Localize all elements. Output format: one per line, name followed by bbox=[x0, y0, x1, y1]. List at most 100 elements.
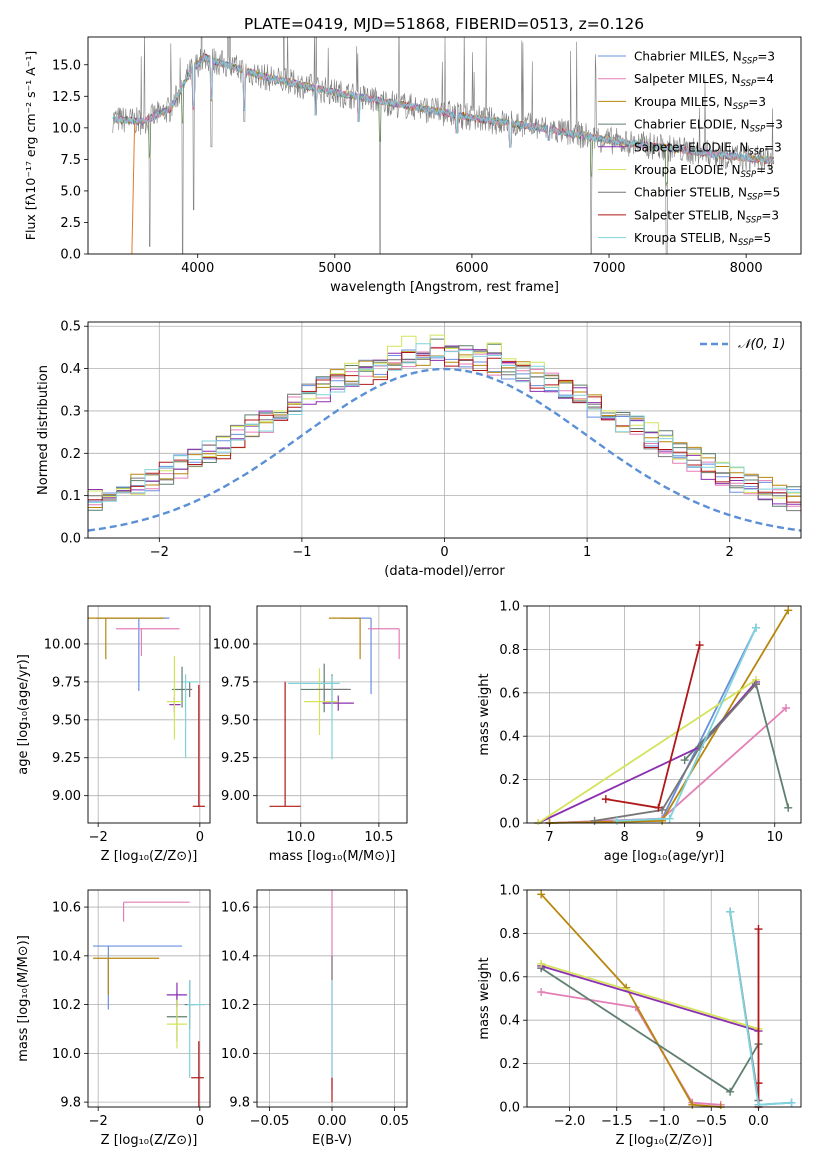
legend-entry: Salpeter MILES, NSSP=4 bbox=[634, 72, 774, 89]
x-tick-label: −0.5 bbox=[695, 1114, 727, 1129]
age_vs_Z-panel: −2 0 9.00 9.25 9.50 9.75 10.00 Z [log₁₀(Z/Z⊙)] a… bbox=[16, 605, 211, 864]
legend-entry: Chabrier MILES, NSSP=3 bbox=[634, 50, 775, 67]
y-tick-label: 10.0 bbox=[52, 1047, 81, 1062]
y-tick-label: 0.0 bbox=[499, 1101, 520, 1116]
axes-frame bbox=[87, 36, 802, 255]
y-axis-label: Normed distribution bbox=[36, 365, 51, 495]
y-tick-label: 0.0 bbox=[60, 532, 81, 547]
weight-series bbox=[594, 683, 757, 822]
y-tick-label: 0.3 bbox=[60, 404, 81, 419]
weight-series bbox=[617, 627, 757, 822]
weight-marker bbox=[754, 925, 763, 934]
y-tick-label: 9.25 bbox=[221, 751, 250, 766]
x-tick-label: 0.00 bbox=[318, 1114, 347, 1129]
y-tick-label: 0.4 bbox=[60, 362, 81, 377]
legend-entry: Chabrier ELODIE, NSSP=3 bbox=[634, 118, 783, 135]
weight-marker bbox=[601, 795, 610, 804]
x-tick-label: 7 bbox=[545, 830, 553, 845]
y-tick-label: 10.2 bbox=[221, 998, 250, 1013]
mass_vs_ebv-panel: −0.05 0.00 0.05 9.8 10.0 10.2 10.4 10.6 E(B-V) bbox=[221, 889, 409, 1148]
x-tick-label: 5000 bbox=[318, 261, 351, 276]
residuals-panel: −2 −1 0 1 2 0.0 0.1 0.2 0.3 0.4 0.5 (data-model)/er… bbox=[36, 320, 802, 579]
weight-marker bbox=[537, 890, 546, 899]
weight-marker bbox=[537, 959, 546, 968]
x-tick-label: 10.0 bbox=[286, 830, 315, 845]
weight-marker bbox=[680, 756, 689, 765]
y-axis-label: age [log₁₀(age/yr)] bbox=[16, 654, 31, 775]
y-tick-label: 0.0 bbox=[499, 817, 520, 832]
y-tick-label: 9.75 bbox=[221, 675, 250, 690]
y-axis-label: mass [log₁₀(M/M⊙)] bbox=[16, 935, 31, 1062]
legend-entry: Kroupa STELIB, NSSP=5 bbox=[634, 231, 771, 248]
y-axis-label: mass weight bbox=[477, 673, 492, 755]
x-tick-label: 0 bbox=[196, 1114, 204, 1129]
x-tick-label: 7000 bbox=[592, 261, 625, 276]
y-tick-label: 0.2 bbox=[499, 773, 520, 788]
error-bars bbox=[93, 901, 205, 1107]
y-tick-label: 9.00 bbox=[221, 789, 250, 804]
axes-frame bbox=[87, 889, 211, 1108]
y-tick-label: 0.0 bbox=[60, 248, 81, 263]
mass_vs_Z-panel: −2 0 9.8 10.0 10.2 10.4 10.6 Z [log₁₀(Z/Z⊙)] mas… bbox=[16, 889, 211, 1148]
y-tick-label: 10.6 bbox=[52, 901, 81, 916]
x-tick-label: 8 bbox=[620, 830, 628, 845]
weight-marker bbox=[751, 680, 760, 689]
x-tick-label: 0 bbox=[440, 545, 448, 560]
y-axis-label: Flux [fλ10⁻¹⁷ erg cm⁻² s⁻¹ A⁻¹] bbox=[23, 51, 38, 240]
histograms bbox=[88, 334, 801, 532]
weight-marker bbox=[784, 803, 793, 812]
weight-series bbox=[540, 893, 721, 1108]
spectrum-lines bbox=[112, 37, 774, 254]
x-tick-label: 0 bbox=[196, 830, 204, 845]
weight-marker bbox=[688, 1100, 697, 1109]
weight-lines bbox=[534, 606, 793, 825]
y-tick-label: 0.4 bbox=[499, 1014, 520, 1029]
x-tick-label: −2 bbox=[89, 1114, 108, 1129]
legend-entry: Chabrier STELIB, NSSP=5 bbox=[634, 186, 780, 203]
y-tick-label: 5.0 bbox=[60, 184, 81, 199]
weight-marker bbox=[665, 814, 674, 823]
weight-series bbox=[537, 679, 757, 824]
legend-entry: Kroupa MILES, NSSP=3 bbox=[634, 95, 766, 112]
y-tick-label: 0.1 bbox=[60, 489, 81, 504]
axes-frame bbox=[526, 605, 802, 824]
x-tick-label: 10.5 bbox=[364, 830, 393, 845]
x-tick-label: 10 bbox=[766, 830, 783, 845]
weight-marker bbox=[654, 803, 663, 812]
legend-entry: Salpeter STELIB, NSSP=3 bbox=[634, 208, 779, 225]
x-tick-label: −1.0 bbox=[648, 1114, 680, 1129]
plot-layer: 4000 5000 6000 7000 80000.02.55.07.510.012.5… bbox=[16, 36, 802, 1148]
weight-marker bbox=[613, 816, 622, 825]
x-tick-label: 4000 bbox=[181, 261, 214, 276]
x-axis-label: mass [log₁₀(M/M⊙)] bbox=[269, 849, 396, 864]
x-tick-label: 2 bbox=[726, 545, 734, 560]
age_vs_mass-panel: 10.0 10.5 9.00 9.25 9.50 9.75 10.00 mass [log₁₀… bbox=[213, 605, 408, 864]
weight-marker bbox=[726, 1087, 735, 1096]
y-tick-label: 9.8 bbox=[60, 1096, 81, 1111]
y-tick-label: 0.2 bbox=[60, 447, 81, 462]
y-tick-label: 10.0 bbox=[52, 121, 81, 136]
x-tick-label: −2.0 bbox=[554, 1114, 586, 1129]
figure-title: PLATE=0419, MJD=51868, FIBERID=0513, z=0… bbox=[244, 15, 644, 33]
y-tick-label: 9.00 bbox=[52, 789, 81, 804]
y-tick-label: 9.25 bbox=[52, 751, 81, 766]
y-tick-label: 0.5 bbox=[60, 320, 81, 335]
x-axis-label: Z [log₁₀(Z/Z⊙)] bbox=[101, 849, 198, 864]
y-tick-label: 10.0 bbox=[221, 1047, 250, 1062]
x-axis-label: age [log₁₀(age/yr)] bbox=[604, 849, 725, 864]
histogram-series bbox=[88, 343, 801, 515]
legend-entry: 𝒩(0, 1) bbox=[738, 337, 785, 352]
x-tick-label: −1.5 bbox=[601, 1114, 633, 1129]
spectrum-series bbox=[112, 54, 774, 165]
x-tick-label: −1 bbox=[292, 545, 311, 560]
y-tick-label: 9.8 bbox=[229, 1096, 250, 1111]
x-tick-label: 6000 bbox=[455, 261, 488, 276]
y-tick-label: 10.00 bbox=[213, 637, 250, 652]
y-tick-label: 10.2 bbox=[52, 998, 81, 1013]
weight-marker bbox=[784, 606, 793, 615]
x-tick-label: 8000 bbox=[730, 261, 763, 276]
y-tick-label: 10.4 bbox=[52, 949, 81, 964]
y-tick-label: 0.8 bbox=[499, 927, 520, 942]
gaussian-curve bbox=[88, 367, 801, 532]
